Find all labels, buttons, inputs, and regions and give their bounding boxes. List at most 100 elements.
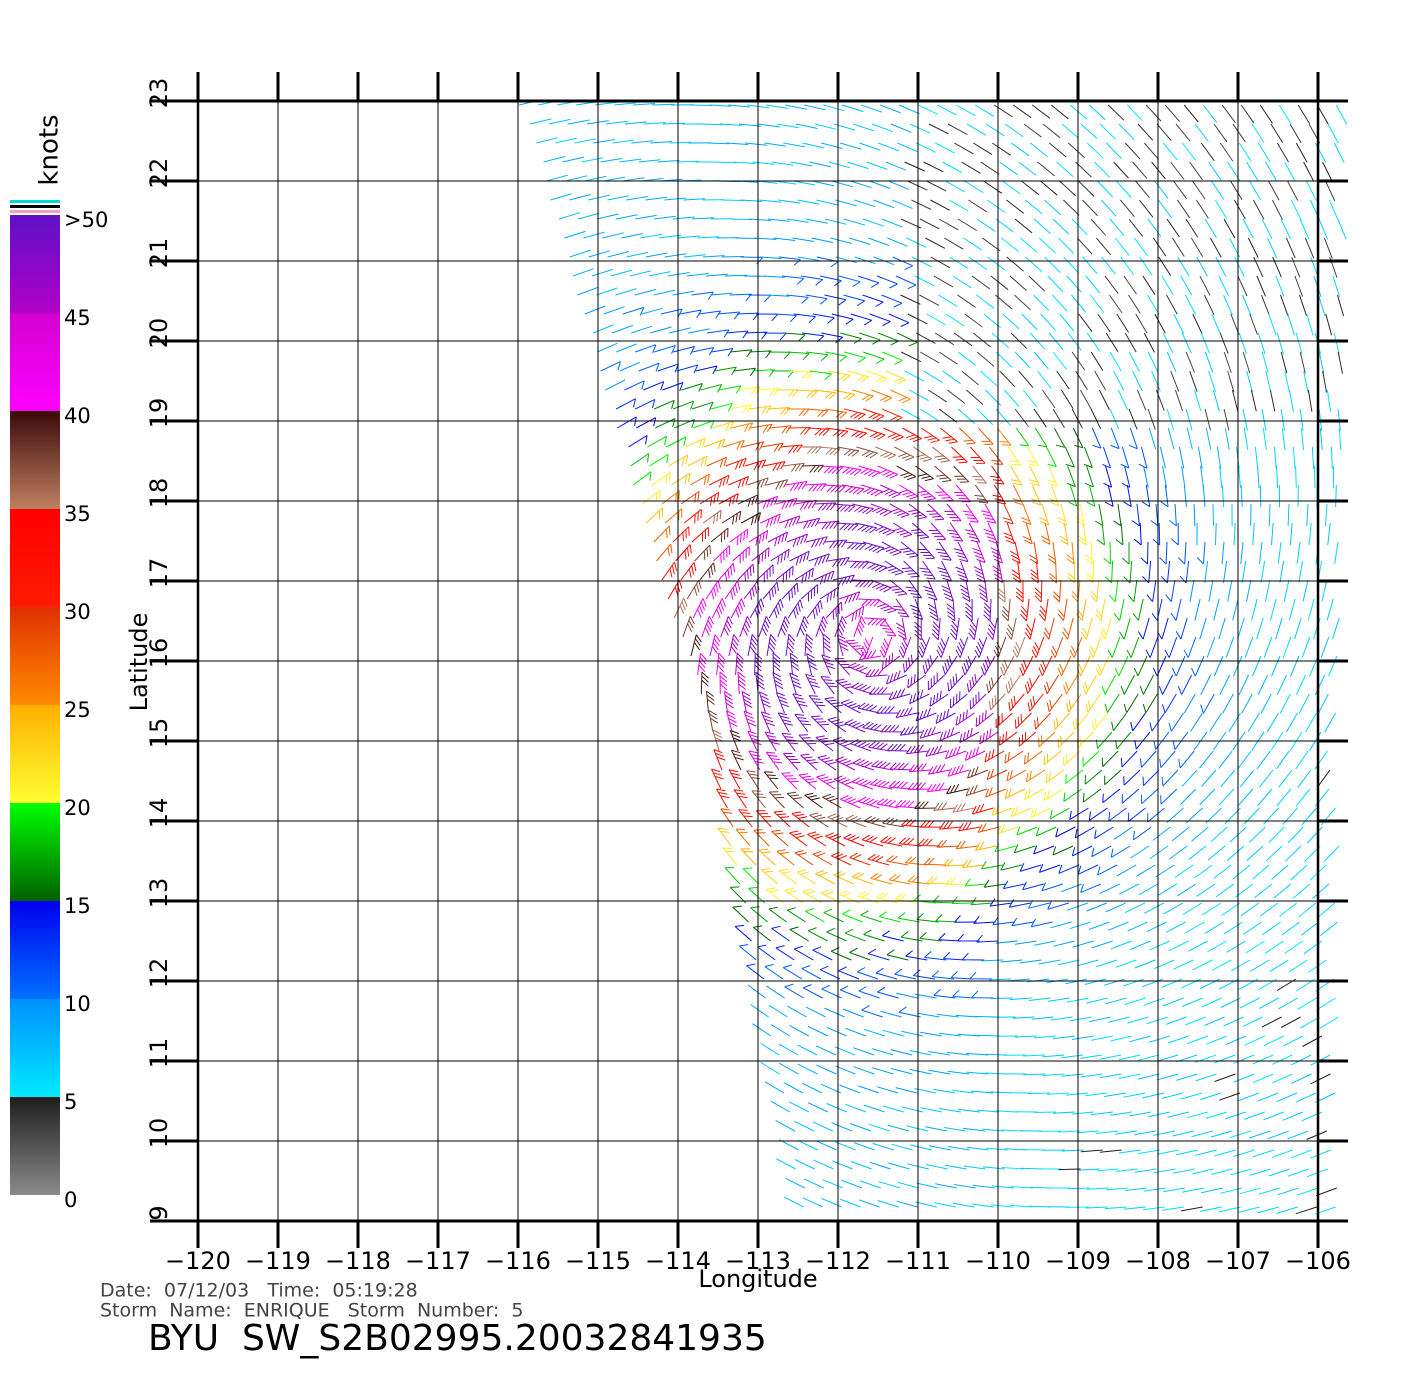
wind-barb <box>847 662 869 676</box>
wind-barb <box>1086 997 1108 1004</box>
wind-barb <box>775 497 798 510</box>
wind-barb <box>1128 408 1138 430</box>
wind-barb <box>821 332 844 344</box>
wind-barb <box>1047 465 1058 487</box>
wind-barb <box>1143 1187 1166 1192</box>
wind-barb <box>910 1144 932 1151</box>
wind-barb <box>798 734 817 752</box>
wind-barb <box>730 349 753 358</box>
wind-barb <box>1173 180 1188 199</box>
wind-barb <box>1128 294 1141 314</box>
wind-barb <box>1061 883 1082 893</box>
wind-barb <box>1176 199 1191 219</box>
wind-barb <box>957 933 980 942</box>
wind-barb <box>1077 864 1099 875</box>
wind-barb <box>1104 693 1120 713</box>
wind-barb <box>768 407 791 416</box>
wind-barb <box>1155 864 1175 878</box>
wind-barb <box>1058 864 1080 874</box>
wind-barb <box>800 753 819 771</box>
wind-barb <box>1095 731 1113 749</box>
wind-barb <box>1142 978 1164 988</box>
wind-barb <box>1289 123 1302 144</box>
wind-barb <box>1208 161 1222 181</box>
wind-barb <box>723 690 734 714</box>
wind-barb <box>729 293 752 302</box>
wind-barb <box>1323 237 1333 259</box>
wind-barb <box>964 313 983 328</box>
wind-barb <box>1260 560 1266 583</box>
wind-barb <box>664 197 687 201</box>
wind-barb <box>1160 788 1178 805</box>
y-tick-label: 22 <box>145 158 173 189</box>
wind-barb <box>1137 1073 1160 1080</box>
x-tick-label: −115 <box>565 1247 631 1275</box>
wind-barb <box>714 366 737 376</box>
wind-barb <box>1298 693 1310 714</box>
wind-barb <box>1161 1092 1184 1099</box>
wind-barb <box>771 370 795 378</box>
wind-barb <box>621 233 644 239</box>
wind-barb <box>1159 541 1168 565</box>
wind-barb <box>1001 1167 1024 1170</box>
wind-barb <box>861 484 883 497</box>
wind-barb <box>704 438 726 450</box>
wind-barb <box>1072 1035 1094 1040</box>
wind-barb <box>1009 1204 1032 1208</box>
wind-barb <box>728 634 740 657</box>
wind-barb <box>983 522 998 544</box>
info-line: Date: 07/12/03 Time: 05:19:28 <box>100 1280 418 1302</box>
wind-barb <box>1223 921 1243 935</box>
wind-barb <box>1326 598 1334 621</box>
wind-barb <box>876 598 897 614</box>
wind-barb <box>834 658 852 676</box>
wind-barb <box>1207 940 1227 953</box>
wind-barb <box>567 119 590 125</box>
wind-barb <box>974 1015 997 1018</box>
wind-barb <box>1052 1035 1075 1040</box>
wind-barb <box>806 653 818 676</box>
wind-barb <box>1219 142 1234 162</box>
wind-barb <box>766 104 788 109</box>
wind-barb <box>1317 902 1336 918</box>
wind-barb <box>804 792 823 809</box>
wind-barb <box>789 830 808 847</box>
wind-barb <box>966 123 987 136</box>
wind-barb <box>643 122 666 125</box>
wind-barb <box>858 796 880 809</box>
wind-barb <box>919 726 942 739</box>
wind-barb <box>942 655 958 675</box>
wind-barb <box>973 142 993 156</box>
wind-barb <box>1033 1111 1056 1113</box>
wind-barb <box>1071 1111 1094 1115</box>
wind-barb <box>1272 1073 1293 1084</box>
wind-barb <box>596 287 618 296</box>
wind-barb <box>624 121 647 125</box>
wind-barb <box>1118 1073 1141 1079</box>
wind-barb <box>1003 522 1016 545</box>
wind-barb <box>832 574 855 586</box>
wind-barb <box>1262 427 1267 450</box>
wind-barb <box>739 616 752 638</box>
wind-barb <box>711 768 724 790</box>
wind-barb <box>656 543 673 562</box>
wind-barb <box>1208 370 1216 393</box>
wind-barb <box>1227 845 1245 861</box>
wind-barb <box>721 199 744 201</box>
wind-barb <box>1244 1111 1266 1120</box>
wind-barb <box>1110 1111 1132 1116</box>
wind-barb <box>555 137 577 144</box>
wind-barb <box>1185 921 1205 934</box>
wind-barb <box>1108 807 1127 822</box>
wind-barb <box>1067 1187 1090 1190</box>
colorbar-segment <box>10 607 60 705</box>
wind-barb <box>843 218 866 226</box>
wind-barb <box>843 541 867 551</box>
wind-barb <box>901 1106 924 1113</box>
wind-barb <box>1161 275 1174 296</box>
wind-barb <box>1300 921 1319 936</box>
wind-barb <box>1161 978 1183 988</box>
colorbar-tick-label: 45 <box>64 306 91 330</box>
wind-barb <box>1268 313 1277 335</box>
wind-barb <box>600 157 623 163</box>
